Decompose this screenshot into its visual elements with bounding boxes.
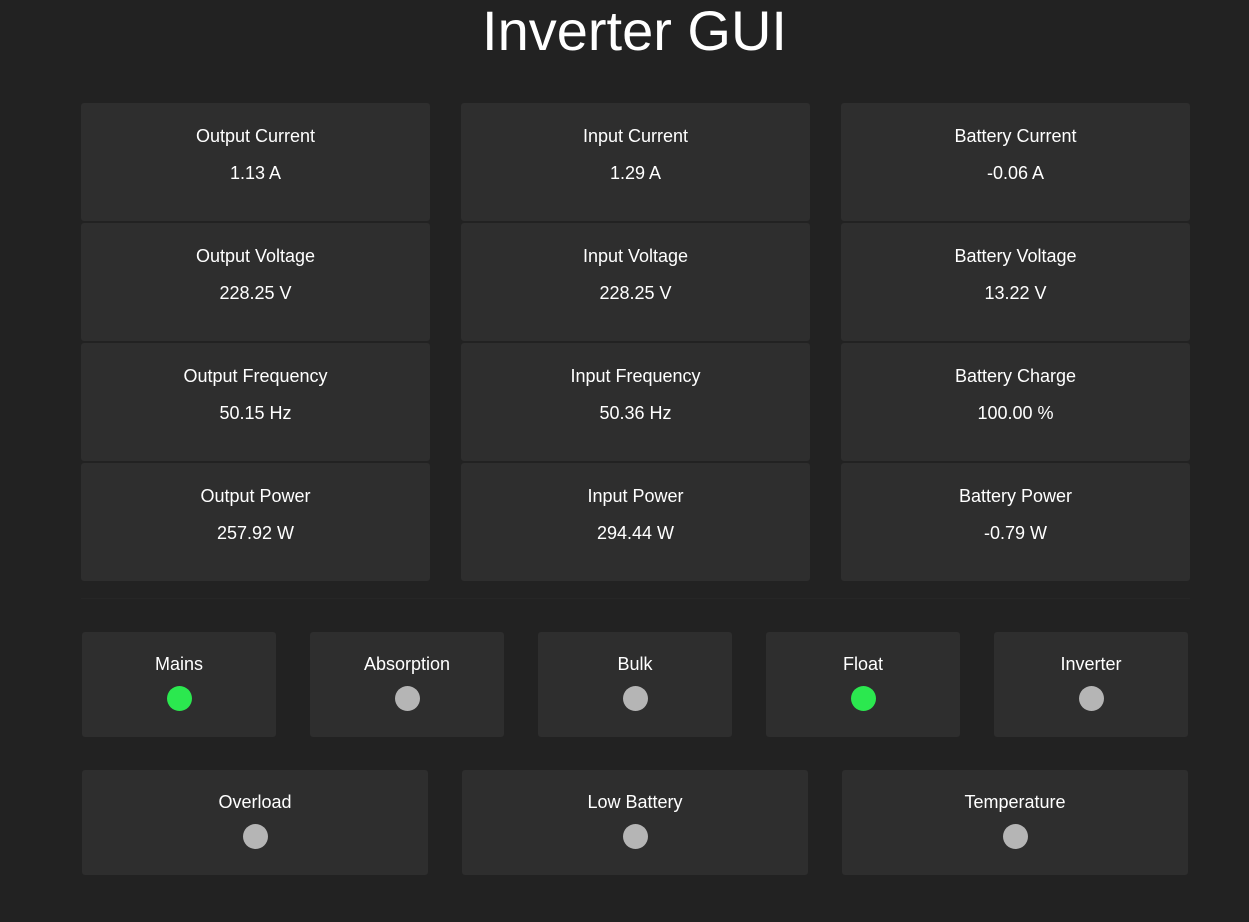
metric-label: Battery Voltage — [954, 246, 1077, 266]
status-card-overload: Overload — [82, 770, 428, 875]
status-card-float: Float — [766, 632, 960, 737]
status-indicator-led-icon — [622, 824, 648, 849]
metric-value: 294.44 W — [596, 523, 675, 543]
status-indicator-led-icon — [1002, 824, 1028, 849]
status-label: Overload — [218, 792, 292, 812]
metric-value: -0.06 A — [986, 163, 1045, 183]
metric-label: Input Power — [587, 486, 684, 506]
metric-card-output-frequency: Output Frequency 50.15 Hz — [81, 343, 430, 461]
status-card-bulk: Bulk — [538, 632, 732, 737]
metric-card-input-voltage: Input Voltage 228.25 V — [461, 223, 810, 341]
metric-card-output-power: Output Power 257.92 W — [81, 463, 430, 581]
metric-value: 13.22 V — [984, 283, 1047, 303]
metric-card-output-current: Output Current 1.13 A — [81, 103, 430, 221]
status-indicator-led-icon — [850, 686, 876, 711]
status-card-mains: Mains — [82, 632, 276, 737]
metric-value: 50.15 Hz — [219, 403, 292, 423]
metric-value: 1.29 A — [609, 163, 662, 183]
metric-label: Battery Power — [958, 486, 1073, 506]
metric-value: -0.79 W — [983, 523, 1048, 543]
metric-card-battery-charge: Battery Charge 100.00 % — [841, 343, 1190, 461]
status-card-low-battery: Low Battery — [462, 770, 808, 875]
metric-label: Input Current — [582, 126, 689, 146]
status-indicators-row-1: Mains Absorption Bulk Float Inverter — [82, 632, 1188, 737]
status-indicator-led-icon — [622, 686, 648, 711]
status-label: Temperature — [964, 792, 1066, 812]
status-label: Float — [842, 654, 884, 674]
status-card-temperature: Temperature — [842, 770, 1188, 875]
metric-label: Input Frequency — [570, 366, 701, 386]
status-label: Absorption — [363, 654, 451, 674]
metric-value: 228.25 V — [219, 283, 292, 303]
metric-label: Input Voltage — [582, 246, 689, 266]
metric-card-battery-current: Battery Current -0.06 A — [841, 103, 1190, 221]
status-indicator-led-icon — [394, 686, 420, 711]
metric-label: Output Voltage — [195, 246, 316, 266]
metric-value: 228.25 V — [599, 283, 672, 303]
status-indicator-led-icon — [166, 686, 192, 711]
status-label: Mains — [154, 654, 203, 674]
metrics-grid: Output Current 1.13 A Input Current 1.29 A B… — [81, 103, 1190, 581]
status-card-absorption: Absorption — [310, 632, 504, 737]
page-title: Inverter GUI — [482, 0, 787, 62]
metric-value: 1.13 A — [229, 163, 282, 183]
metric-card-input-power: Input Power 294.44 W — [461, 463, 810, 581]
metric-label: Battery Current — [954, 126, 1077, 146]
status-label: Bulk — [617, 654, 653, 674]
status-indicator-led-icon — [1078, 686, 1104, 711]
metric-card-battery-voltage: Battery Voltage 13.22 V — [841, 223, 1190, 341]
status-indicator-led-icon — [242, 824, 268, 849]
metric-value: 257.92 W — [216, 523, 295, 543]
metric-card-input-current: Input Current 1.29 A — [461, 103, 810, 221]
metric-card-output-voltage: Output Voltage 228.25 V — [81, 223, 430, 341]
metric-label: Battery Charge — [954, 366, 1077, 386]
status-card-inverter: Inverter — [994, 632, 1188, 737]
metric-label: Output Power — [200, 486, 311, 506]
metric-value: 100.00 % — [977, 403, 1054, 423]
metric-card-input-frequency: Input Frequency 50.36 Hz — [461, 343, 810, 461]
status-indicators-row-2: Overload Low Battery Temperature — [82, 770, 1188, 875]
divider — [81, 598, 1190, 599]
metric-value: 50.36 Hz — [599, 403, 672, 423]
metric-card-battery-power: Battery Power -0.79 W — [841, 463, 1190, 581]
status-label: Low Battery — [587, 792, 683, 812]
status-label: Inverter — [1060, 654, 1122, 674]
metric-label: Output Frequency — [183, 366, 328, 386]
metric-label: Output Current — [195, 126, 316, 146]
